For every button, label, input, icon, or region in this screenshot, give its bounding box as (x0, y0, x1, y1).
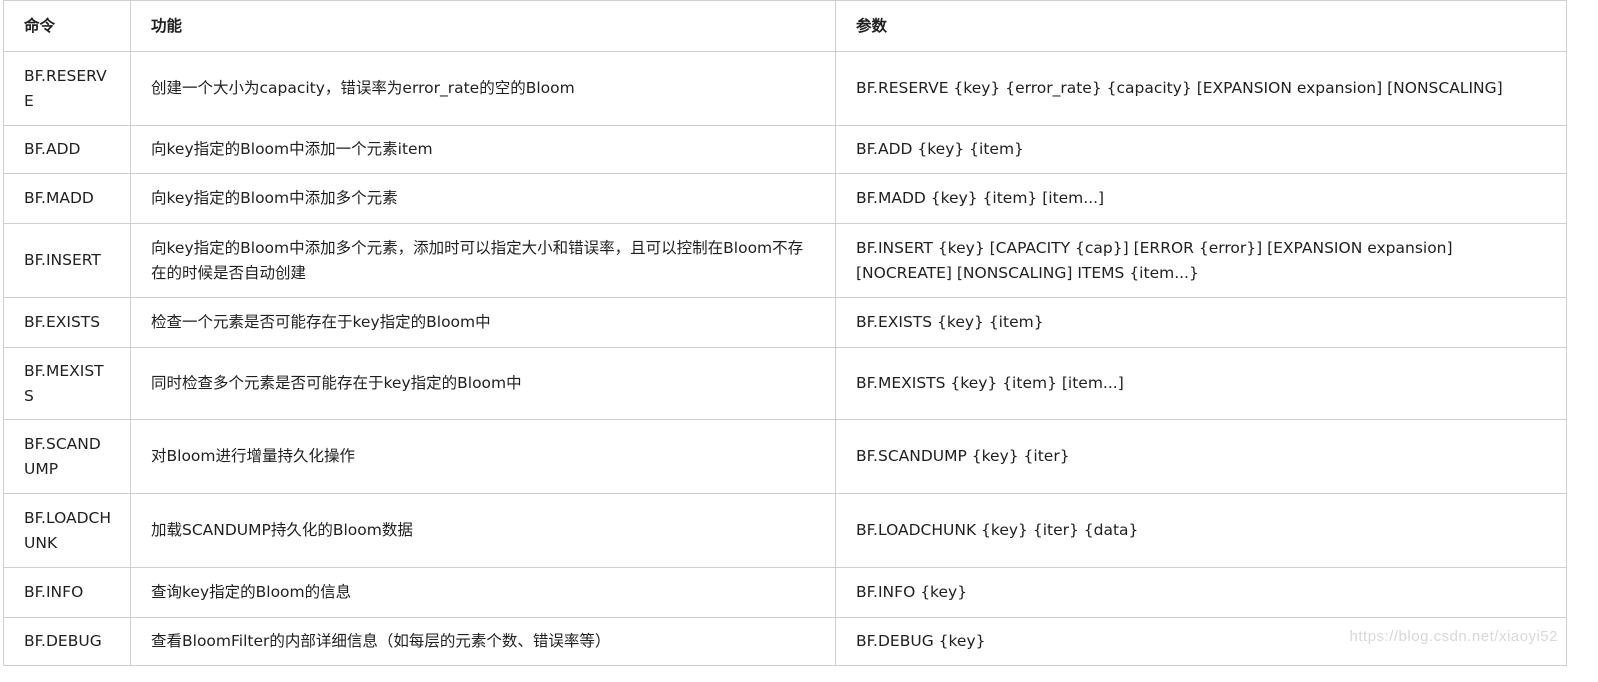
table-row: BF.DEBUG 查看BloomFilter的内部详细信息（如每层的元素个数、错误… (3, 617, 1567, 666)
command-cell: BF.SCANDUMP (3, 419, 131, 494)
table-row: BF.MADD 向key指定的Bloom中添加多个元素 BF.MADD {key} … (3, 173, 1567, 224)
header-command: 命令 (3, 0, 131, 52)
function-cell: 加载SCANDUMP持久化的Bloom数据 (130, 493, 836, 568)
table-row: BF.INSERT 向key指定的Bloom中添加多个元素，添加时可以指定大小和错… (3, 223, 1567, 298)
table-row: BF.MEXISTS 同时检查多个元素是否可能存在于key指定的Bloom中 BF.… (3, 347, 1567, 420)
function-cell: 同时检查多个元素是否可能存在于key指定的Bloom中 (130, 347, 836, 420)
command-cell: BF.RESERVE (3, 51, 131, 126)
header-params: 参数 (835, 0, 1567, 52)
params-cell: BF.DEBUG {key} (835, 617, 1567, 666)
header-row: 命令 功能 参数 (3, 0, 1567, 52)
command-cell: BF.EXISTS (3, 297, 131, 348)
params-cell: BF.ADD {key} {item} (835, 125, 1567, 174)
function-cell: 检查一个元素是否可能存在于key指定的Bloom中 (130, 297, 836, 348)
params-cell: BF.MADD {key} {item} [item...] (835, 173, 1567, 224)
header-function: 功能 (130, 0, 836, 52)
params-cell: BF.RESERVE {key} {error_rate} {capacity}… (835, 51, 1567, 126)
function-cell: 对Bloom进行增量持久化操作 (130, 419, 836, 494)
function-cell: 向key指定的Bloom中添加多个元素，添加时可以指定大小和错误率，且可以控制在… (130, 223, 836, 298)
params-cell: BF.EXISTS {key} {item} (835, 297, 1567, 348)
function-cell: 向key指定的Bloom中添加多个元素 (130, 173, 836, 224)
watermark: https://blog.csdn.net/xiaoyi52 (1349, 628, 1558, 645)
function-cell: 查询key指定的Bloom的信息 (130, 567, 836, 618)
table-row: BF.ADD 向key指定的Bloom中添加一个元素item BF.ADD {key… (3, 125, 1567, 174)
command-cell: BF.INSERT (3, 223, 131, 298)
command-cell: BF.MEXISTS (3, 347, 131, 420)
bloom-commands-table: 命令 功能 参数 BF.RESERVE 创建一个大小为capacity，错误率为e… (3, 0, 1567, 666)
command-cell: BF.LOADCHUNK (3, 493, 131, 568)
command-cell: BF.DEBUG (3, 617, 131, 666)
function-cell: 查看BloomFilter的内部详细信息（如每层的元素个数、错误率等） (130, 617, 836, 666)
function-cell: 向key指定的Bloom中添加一个元素item (130, 125, 836, 174)
table-row: BF.EXISTS 检查一个元素是否可能存在于key指定的Bloom中 BF.EXI… (3, 297, 1567, 348)
params-cell: BF.SCANDUMP {key} {iter} (835, 419, 1567, 494)
table-row: BF.SCANDUMP 对Bloom进行增量持久化操作 BF.SCANDUMP {k… (3, 419, 1567, 494)
function-cell: 创建一个大小为capacity，错误率为error_rate的空的Bloom (130, 51, 836, 126)
command-cell: BF.ADD (3, 125, 131, 174)
table-row: BF.RESERVE 创建一个大小为capacity，错误率为error_rate… (3, 51, 1567, 126)
params-cell: BF.MEXISTS {key} {item} [item...] (835, 347, 1567, 420)
params-cell: BF.INSERT {key} [CAPACITY {cap}] [ERROR … (835, 223, 1567, 298)
params-cell: BF.LOADCHUNK {key} {iter} {data} (835, 493, 1567, 568)
table-row: BF.LOADCHUNK 加载SCANDUMP持久化的Bloom数据 BF.LOAD… (3, 493, 1567, 568)
command-cell: BF.MADD (3, 173, 131, 224)
params-cell: BF.INFO {key} (835, 567, 1567, 618)
command-cell: BF.INFO (3, 567, 131, 618)
table-row: BF.INFO 查询key指定的Bloom的信息 BF.INFO {key} (3, 567, 1567, 618)
